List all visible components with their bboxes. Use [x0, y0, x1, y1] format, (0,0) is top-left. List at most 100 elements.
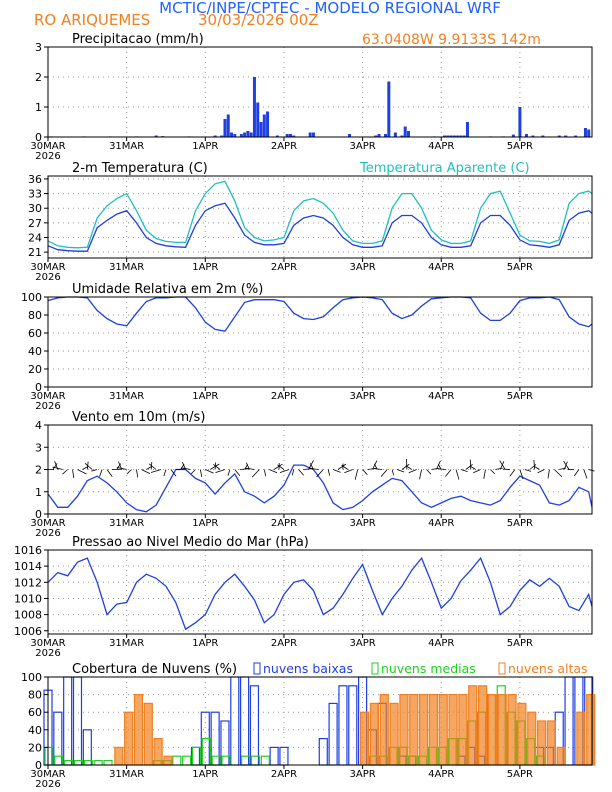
wind-arrow — [245, 467, 255, 470]
wind-arrow — [469, 459, 472, 470]
cloud-bar-low — [230, 676, 240, 766]
wind-arrow — [499, 460, 506, 470]
wind-arrow — [529, 464, 537, 470]
legend-apparent-temp: Temperatura Aparente (C) — [359, 161, 530, 176]
y-tick-label: 1010 — [14, 592, 42, 605]
cloud-bar-low — [269, 746, 279, 766]
y-tick-label: 1006 — [14, 625, 42, 638]
precip-bar — [347, 134, 351, 137]
cloud-bar-high — [418, 693, 429, 766]
precip-bar — [400, 135, 404, 137]
wind-arrow — [483, 469, 486, 479]
y-tick-label: 1 — [35, 486, 42, 499]
cloud-bar-high — [458, 693, 468, 766]
precip-bar — [154, 135, 158, 137]
x-tick-label: 1APR — [192, 769, 218, 780]
wind-arrow — [537, 469, 545, 474]
precip-bar — [387, 81, 391, 137]
x-tick-label: 31MAR — [109, 262, 144, 273]
x-tick-label: 2APR — [271, 391, 297, 402]
precip-bar — [311, 132, 315, 137]
wind-arrow — [316, 469, 324, 478]
cloud-bar-low — [564, 676, 574, 766]
cloud-bar-high — [517, 702, 527, 766]
precip-bar — [230, 132, 234, 137]
wind-arrow — [190, 469, 196, 475]
panel-title: 2-m Temperatura (C) — [72, 161, 208, 176]
wind-arrow — [396, 469, 405, 473]
precip-bar — [518, 107, 522, 137]
wind-arrow — [205, 469, 214, 474]
wind-arrow — [309, 467, 319, 470]
wind-arrow — [234, 469, 241, 476]
panel-frame — [47, 46, 593, 138]
precip-bar — [223, 119, 227, 137]
panel-title: Vento em 10m (m/s) — [72, 410, 205, 425]
x-tick-year: 2026 — [35, 151, 60, 162]
cloud-bar-mid — [172, 755, 182, 766]
cloud-bar-high — [133, 693, 144, 766]
precip-bar — [459, 135, 463, 137]
wind-arrow — [583, 469, 588, 479]
wind-arrow — [77, 469, 87, 475]
cloud-bar-high — [428, 693, 439, 766]
y-tick-label: 0 — [35, 381, 42, 394]
x-tick-label: 30MAR — [30, 638, 65, 649]
wind-arrow — [251, 469, 260, 478]
cloud-bar-high — [379, 693, 389, 766]
y-tick-label: 21 — [28, 246, 42, 259]
precip-bar — [583, 128, 587, 137]
y-tick-label: 0 — [35, 759, 42, 772]
precip-bar — [289, 134, 293, 137]
panel-frame — [47, 549, 593, 635]
x-tick-year: 2026 — [35, 648, 60, 659]
x-tick-label: 30MAR — [30, 518, 65, 529]
wind-arrow — [199, 469, 203, 477]
series-line — [47, 296, 593, 332]
wind-arrow — [150, 469, 162, 473]
y-tick-label: 20 — [28, 363, 42, 376]
wind-arrow — [465, 464, 473, 470]
precip-bar — [524, 134, 528, 137]
wind-arrow — [215, 469, 226, 473]
cloud-bar-high — [153, 737, 163, 766]
y-tick-label: 2 — [35, 464, 42, 477]
wind-arrow — [405, 465, 412, 470]
y-tick-label: 80 — [28, 689, 42, 702]
wind-arrow — [170, 469, 177, 477]
wind-arrow — [126, 469, 132, 475]
wind-arrow — [84, 463, 93, 470]
precip-bar — [541, 135, 545, 137]
x-tick-label: 3APR — [350, 638, 376, 649]
x-tick-label: 5APR — [507, 638, 533, 649]
x-tick-label: 2APR — [271, 262, 297, 273]
wind-arrow — [554, 469, 563, 478]
x-tick-label: 31MAR — [109, 769, 144, 780]
wind-arrow — [362, 469, 368, 475]
y-tick-label: 3 — [35, 41, 42, 54]
cloud-bar-low — [338, 685, 348, 766]
panel-title: Precipitacao (mm/h) — [72, 32, 204, 47]
wind-arrow — [455, 469, 460, 480]
cloud-bar-high — [143, 702, 153, 766]
y-tick-label: 40 — [28, 724, 42, 737]
y-tick-label: 36 — [28, 173, 42, 186]
wind-arrow — [263, 469, 267, 477]
wind-arrow — [438, 468, 447, 470]
x-tick-label: 2APR — [271, 141, 297, 152]
precip-bar — [259, 122, 263, 137]
precip-bar — [557, 135, 561, 137]
wind-arrow — [291, 469, 295, 476]
x-tick-label: 2APR — [271, 638, 297, 649]
precip-bar — [249, 132, 253, 137]
cloud-bar-high — [389, 702, 399, 766]
y-tick-label: 2 — [35, 71, 42, 84]
panel-title: Umidade Relativa em 2m (%) — [72, 282, 263, 297]
wind-arrow — [269, 469, 278, 474]
panel-frame — [47, 676, 593, 766]
precip-bar — [446, 135, 450, 137]
